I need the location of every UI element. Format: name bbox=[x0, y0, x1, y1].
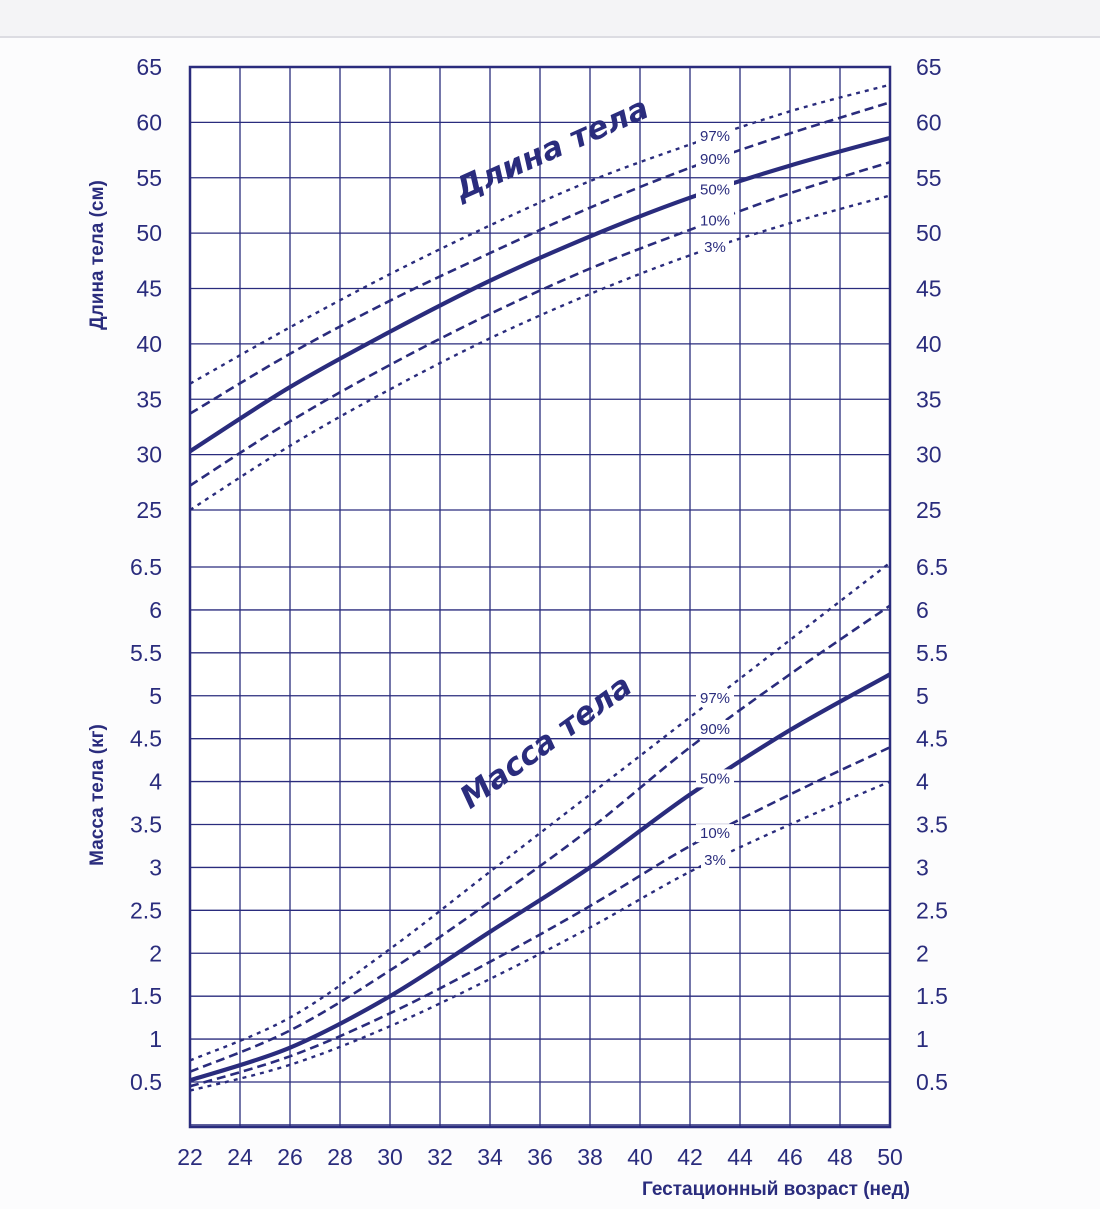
length-percentile-label: 97% bbox=[700, 128, 730, 145]
y-tick-label-right: 0.5 bbox=[916, 1069, 948, 1095]
y-tick-label-right: 2 bbox=[916, 940, 929, 966]
y-tick-label-right: 6.5 bbox=[916, 554, 948, 580]
y-tick-label-left: 4 bbox=[149, 769, 162, 795]
x-tick-label: 50 bbox=[877, 1144, 903, 1170]
y-tick-label-right: 1.5 bbox=[916, 983, 948, 1009]
y-tick-label-right: 3 bbox=[916, 854, 929, 880]
weight-series-90pct bbox=[189, 604, 891, 1073]
plot-frame bbox=[188, 65, 892, 1129]
y-tick-label-left: 6.5 bbox=[130, 554, 162, 580]
y-tick-label-left: 5 bbox=[149, 683, 162, 709]
x-tick-label: 34 bbox=[477, 1144, 503, 1170]
x-tick-label: 26 bbox=[277, 1144, 303, 1170]
length-series-90pct bbox=[189, 101, 891, 415]
y-tick-label-right: 65 bbox=[916, 54, 942, 80]
length-series-50pct bbox=[188, 135, 891, 454]
y-tick-label-left: 3.5 bbox=[130, 812, 162, 838]
weight-percentile-label: 3% bbox=[704, 852, 726, 869]
y-tick-label-right: 45 bbox=[916, 276, 942, 302]
y-tick-label-right: 25 bbox=[916, 497, 942, 523]
length-percentile-label-bg bbox=[696, 127, 734, 146]
x-axis-label: Гестационный возраст (нед) bbox=[642, 1179, 910, 1200]
y-tick-label-right: 50 bbox=[916, 220, 942, 246]
length-series-10pct bbox=[189, 160, 891, 487]
length-percentile-label-bg bbox=[696, 150, 734, 169]
y-tick-label-left: 60 bbox=[136, 109, 162, 135]
x-tick-label: 48 bbox=[827, 1144, 853, 1170]
window-top-bar bbox=[0, 0, 1100, 38]
y-tick-label-left: 5.5 bbox=[130, 640, 162, 666]
x-tick-label: 22 bbox=[177, 1144, 203, 1170]
percentile-labels: 97% 90% 50% 10% 3% 97% 90% 50% 10% 3% bbox=[696, 127, 734, 869]
y-tick-label-left: 40 bbox=[136, 331, 162, 357]
y-tick-label-left: 2 bbox=[149, 940, 162, 966]
weight-percentile-label: 90% bbox=[700, 721, 730, 738]
length-percentile-label-bg bbox=[696, 180, 734, 199]
y-tick-label-right: 4.5 bbox=[916, 726, 948, 752]
grid bbox=[189, 66, 891, 1127]
length-percentile-label: 50% bbox=[700, 182, 730, 199]
weight-series-50pct bbox=[189, 672, 892, 1083]
y-tick-label-left: 25 bbox=[136, 497, 162, 523]
weight-percentile-label: 10% bbox=[700, 825, 730, 842]
y-tick-label-left: 50 bbox=[136, 220, 162, 246]
y-tick-label-left: 55 bbox=[136, 165, 162, 191]
x-tick-label: 32 bbox=[427, 1144, 453, 1170]
length-percentile-label-bg bbox=[701, 238, 729, 257]
y-tick-label-left: 1 bbox=[149, 1026, 162, 1052]
x-tick-label: 42 bbox=[677, 1144, 703, 1170]
y-tick-label-right: 40 bbox=[916, 331, 942, 357]
y-tick-label-left: 3 bbox=[149, 854, 162, 880]
length-series-97pct bbox=[189, 83, 891, 385]
weight-percentile-label-bg bbox=[696, 824, 734, 843]
weight-percentile-label-bg bbox=[696, 769, 734, 788]
length-percentile-label: 90% bbox=[700, 151, 730, 168]
y-tick-label-left: 1.5 bbox=[130, 983, 162, 1009]
y-tick-label-right: 30 bbox=[916, 442, 942, 468]
percentile-lines bbox=[188, 83, 892, 1092]
y-tick-label-left: 30 bbox=[136, 442, 162, 468]
y-tick-label-right: 6 bbox=[916, 597, 929, 623]
weight-percentile-label: 50% bbox=[700, 770, 730, 787]
x-tick-label: 28 bbox=[327, 1144, 353, 1170]
y-tick-label-left: 2.5 bbox=[130, 897, 162, 923]
weight-percentile-label-bg bbox=[696, 688, 734, 707]
x-tick-label: 24 bbox=[227, 1144, 253, 1170]
x-tick-label: 30 bbox=[377, 1144, 403, 1170]
y-tick-label-left: 0.5 bbox=[130, 1069, 162, 1095]
weight-series-97pct bbox=[189, 561, 891, 1062]
y-tick-label-right: 2.5 bbox=[916, 897, 948, 923]
length-percentile-label: 10% bbox=[700, 213, 730, 230]
length-percentile-label: 3% bbox=[704, 239, 726, 256]
y-tick-label-left: 65 bbox=[136, 54, 162, 80]
weight-y-axis-label: Масса тела (кг) bbox=[87, 724, 108, 866]
x-tick-label: 38 bbox=[577, 1144, 603, 1170]
x-tick-label: 44 bbox=[727, 1144, 753, 1170]
weight-series-10pct bbox=[189, 746, 891, 1088]
y-tick-label-right: 1 bbox=[916, 1026, 929, 1052]
length-percentile-label-bg bbox=[696, 211, 734, 230]
y-tick-label-right: 5 bbox=[916, 683, 929, 709]
y-tick-label-right: 5.5 bbox=[916, 640, 948, 666]
length-y-axis-label: Длина тела (см) bbox=[87, 180, 108, 330]
y-tick-label-right: 4 bbox=[916, 769, 929, 795]
y-tick-label-right: 60 bbox=[916, 109, 942, 135]
x-tick-label: 46 bbox=[777, 1144, 803, 1170]
y-tick-label-left: 6 bbox=[149, 597, 162, 623]
y-tick-label-right: 55 bbox=[916, 165, 942, 191]
weight-percentile-label: 97% bbox=[700, 690, 730, 707]
x-tick-label: 36 bbox=[527, 1144, 553, 1170]
weight-percentile-label-bg bbox=[696, 720, 734, 739]
y-tick-label-left: 4.5 bbox=[130, 726, 162, 752]
x-tick-label: 40 bbox=[627, 1144, 653, 1170]
y-tick-label-right: 35 bbox=[916, 386, 942, 412]
y-tick-label-left: 35 bbox=[136, 386, 162, 412]
y-tick-label-right: 3.5 bbox=[916, 812, 948, 838]
weight-percentile-label-bg bbox=[701, 850, 729, 869]
y-tick-label-left: 45 bbox=[136, 276, 162, 302]
